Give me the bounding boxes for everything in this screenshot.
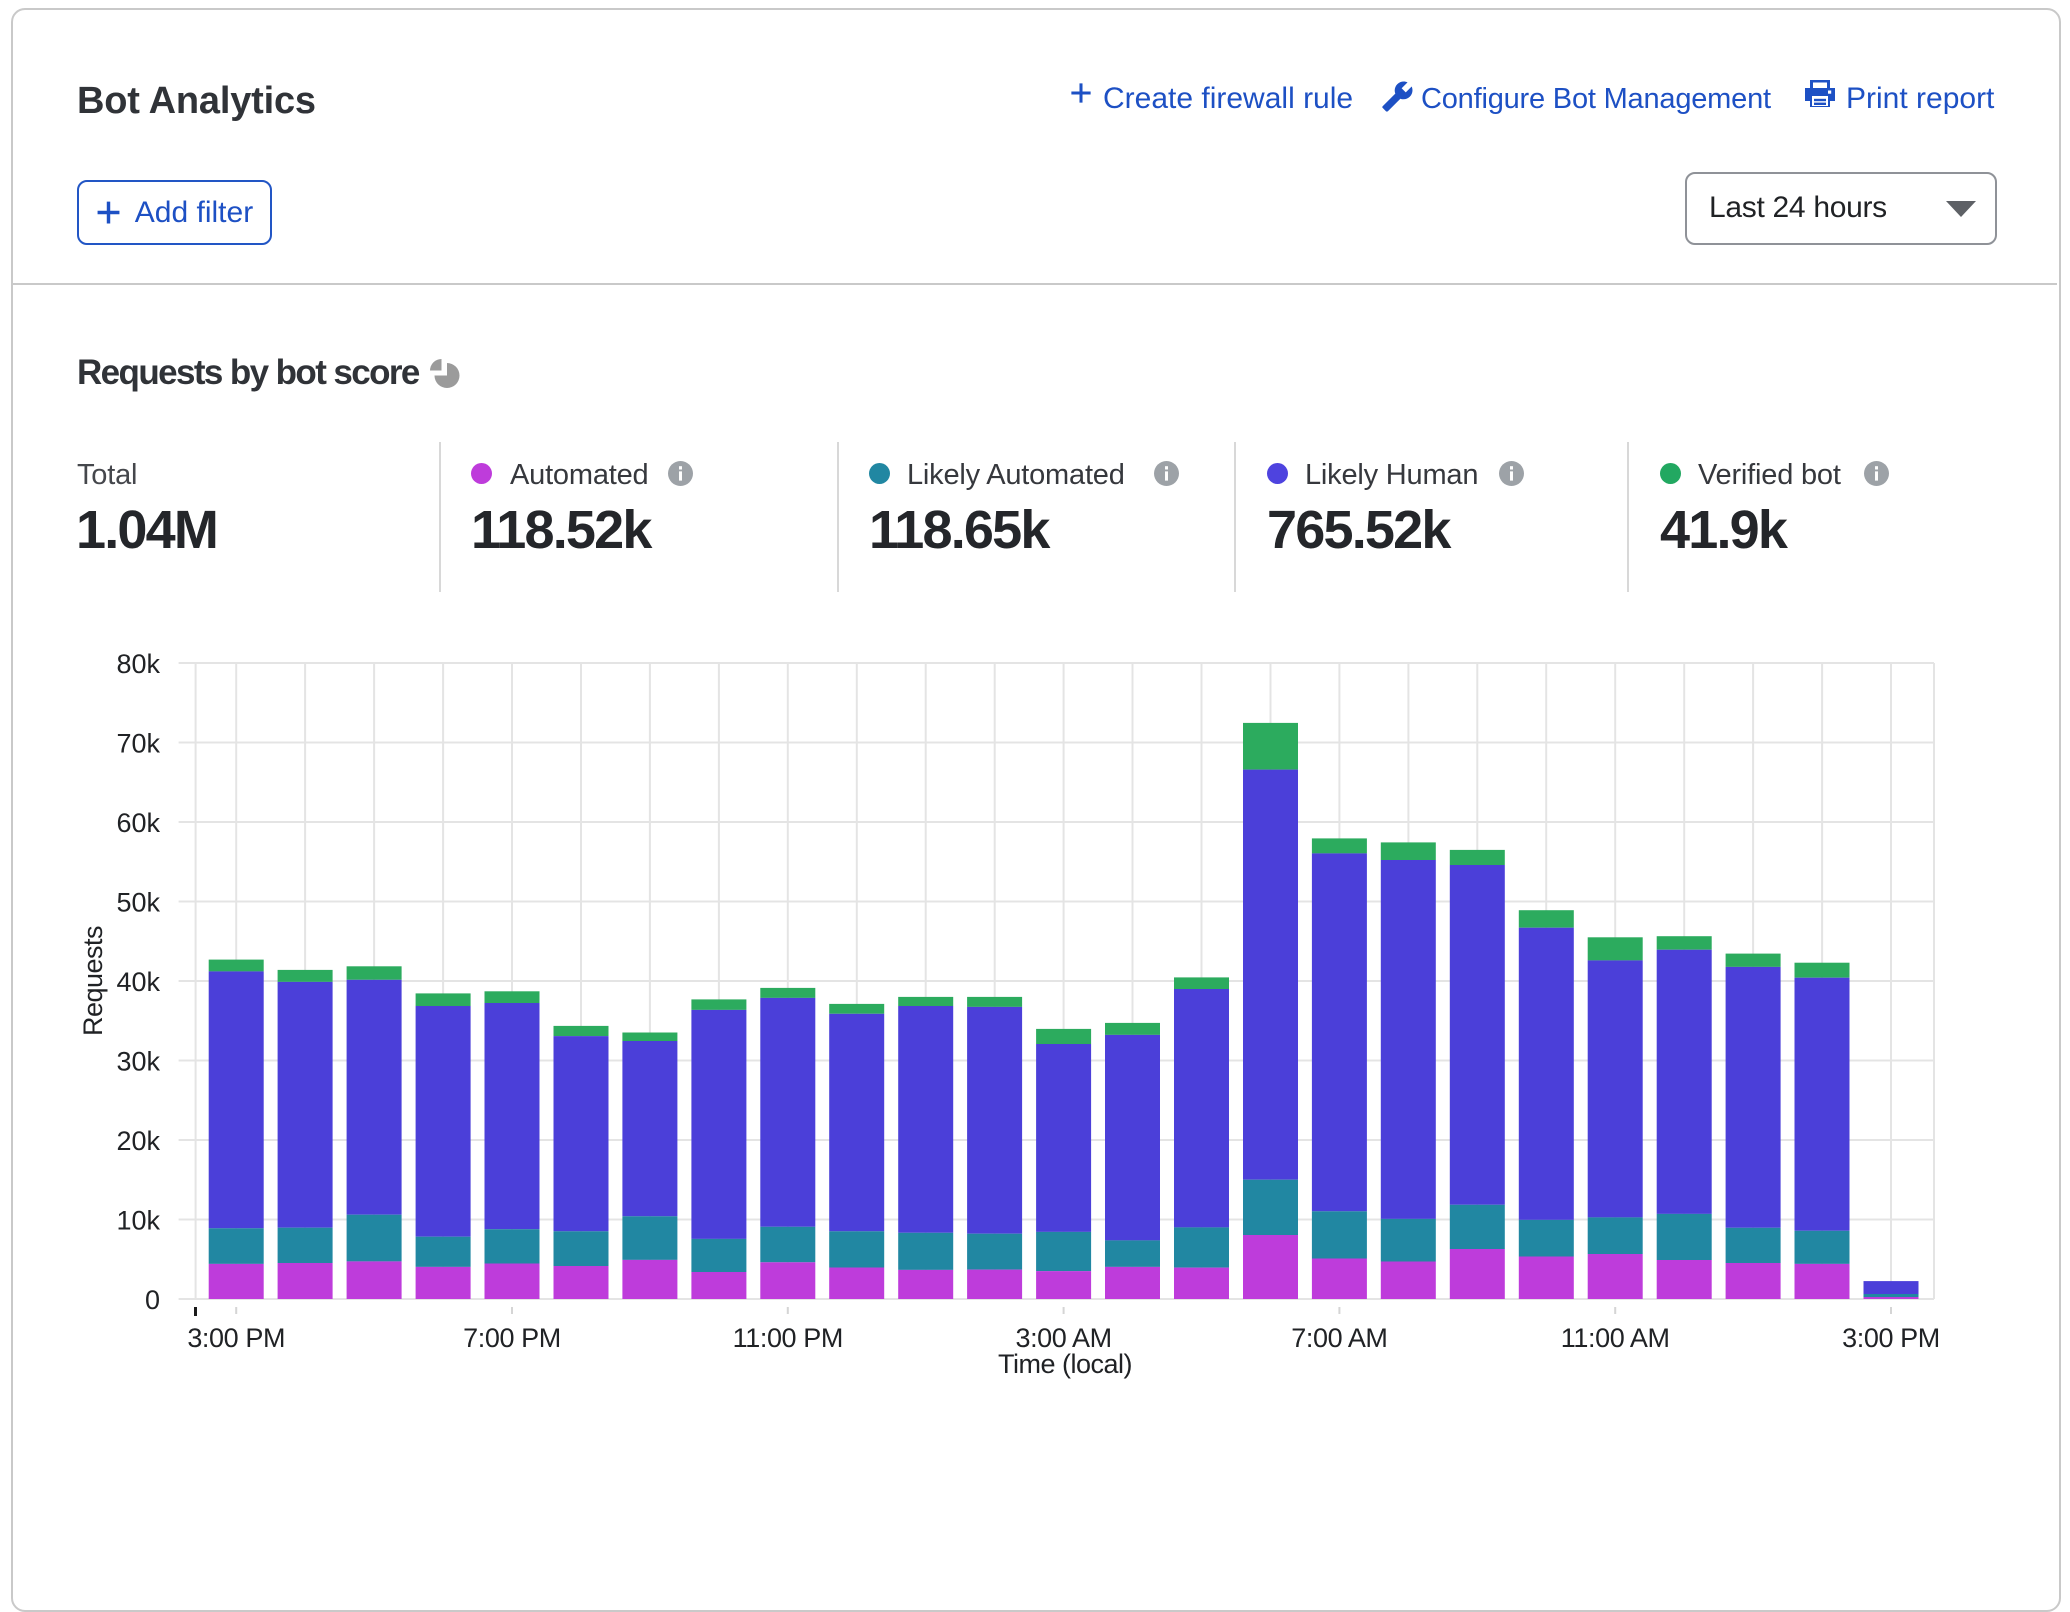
svg-text:7:00 PM: 7:00 PM (463, 1323, 561, 1353)
svg-text:70k: 70k (116, 729, 160, 759)
svg-text:80k: 80k (116, 649, 160, 679)
svg-text:30k: 30k (116, 1047, 160, 1077)
svg-text:3:00 PM: 3:00 PM (1842, 1323, 1940, 1353)
svg-text:20k: 20k (116, 1126, 160, 1156)
svg-text:11:00 AM: 11:00 AM (1561, 1323, 1670, 1353)
svg-text:60k: 60k (116, 808, 160, 838)
svg-text:7:00 AM: 7:00 AM (1291, 1323, 1387, 1353)
svg-text:50k: 50k (116, 888, 160, 918)
svg-text:Requests: Requests (78, 926, 108, 1036)
svg-text:Time (local): Time (local) (998, 1349, 1132, 1379)
svg-text:11:00 PM: 11:00 PM (733, 1323, 843, 1353)
svg-text:3:00 AM: 3:00 AM (1015, 1323, 1111, 1353)
svg-text:0: 0 (145, 1285, 160, 1315)
svg-text:40k: 40k (116, 967, 160, 997)
svg-text:10k: 10k (116, 1206, 160, 1236)
svg-text:3:00 PM: 3:00 PM (187, 1323, 285, 1353)
